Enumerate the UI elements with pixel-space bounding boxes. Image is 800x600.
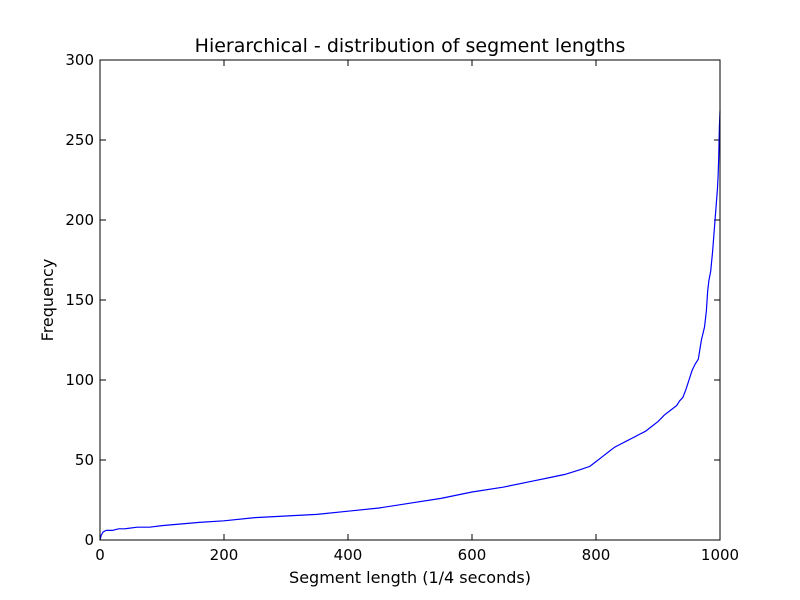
y-tick-label: 200 — [65, 211, 94, 229]
x-axis-label: Segment length (1/4 seconds) — [289, 568, 531, 587]
plot-frame — [99, 59, 721, 541]
y-tick-label: 150 — [65, 291, 94, 309]
plot-area — [100, 60, 720, 540]
y-tick-label: 50 — [75, 451, 94, 469]
series-line — [99, 111, 721, 541]
x-tick-label: 600 — [458, 546, 487, 564]
y-axis-label: Frequency — [38, 259, 57, 342]
y-tick-label: 300 — [65, 51, 94, 69]
x-tick-label: 200 — [210, 546, 239, 564]
y-tick-label: 100 — [65, 371, 94, 389]
x-tick-label: 0 — [95, 546, 105, 564]
x-tick-label: 400 — [334, 546, 363, 564]
x-tick-label: 800 — [582, 546, 611, 564]
x-tick-label: 1000 — [701, 546, 739, 564]
chart-title: Hierarchical - distribution of segment l… — [195, 35, 626, 57]
axis-ticks: 0 200 400 600 800 1000 0 50 100 150 200 250 300 — [65, 51, 739, 564]
y-tick-label: 0 — [84, 531, 94, 549]
series-group — [99, 111, 721, 541]
y-tick-label: 250 — [65, 131, 94, 149]
